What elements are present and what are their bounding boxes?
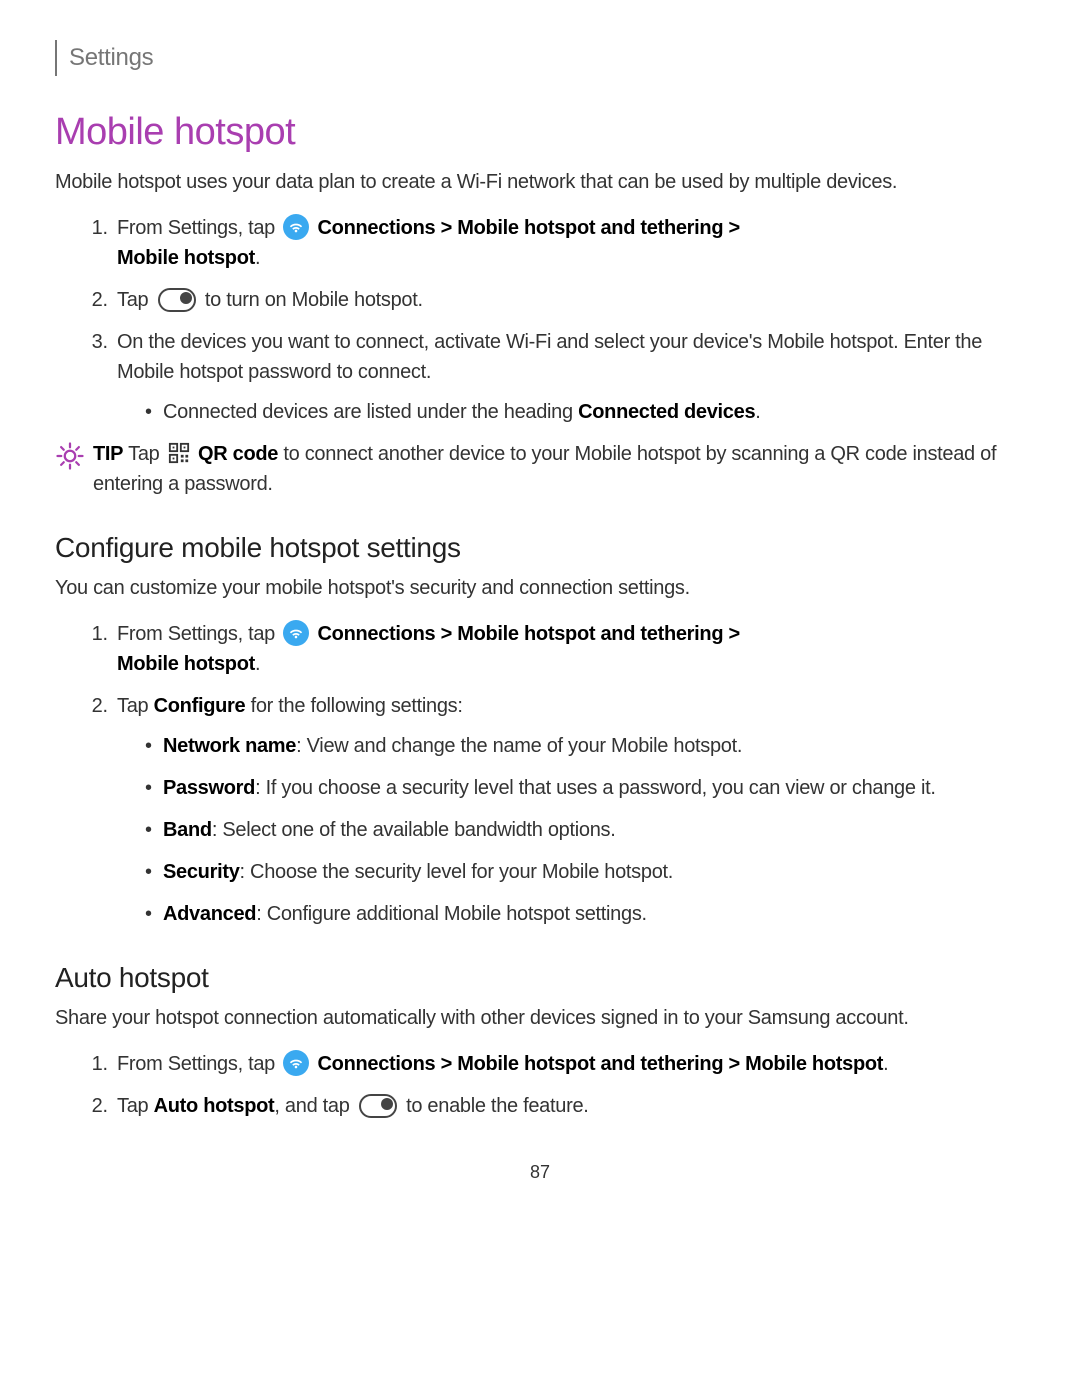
tip-label: TIP	[93, 443, 123, 465]
opt-label: Security	[163, 861, 240, 883]
qr-code-icon	[168, 442, 190, 464]
qr-label: QR code	[193, 443, 278, 465]
opt-text: : View and change the name of your Mobil…	[296, 735, 742, 757]
list-item: Advanced: Configure additional Mobile ho…	[145, 899, 1025, 929]
step-text: From Settings, tap	[117, 623, 280, 645]
opt-text: : Configure additional Mobile hotspot se…	[256, 903, 647, 925]
connections-wifi-icon	[283, 620, 309, 646]
wifi-icon	[288, 1055, 304, 1071]
nav-path: Connections > Mobile hotspot and tetheri…	[312, 1053, 883, 1075]
list-item: From Settings, tap Connections > Mobile …	[113, 1049, 1025, 1079]
step-text: Tap	[117, 695, 154, 717]
list-item: Connected devices are listed under the h…	[145, 397, 1025, 427]
list-item: From Settings, tap Connections > Mobile …	[113, 619, 1025, 679]
tip-text: TIP Tap QR code to connect another devic…	[93, 439, 1025, 499]
list-item: Tap Configure for the following settings…	[113, 691, 1025, 929]
opt-text: : Select one of the available bandwidth …	[212, 819, 616, 841]
step-text: to turn on Mobile hotspot.	[200, 289, 423, 311]
section-heading: Configure mobile hotspot settings	[55, 527, 1025, 569]
list-item: Tap to turn on Mobile hotspot.	[113, 285, 1025, 315]
list-item: On the devices you want to connect, acti…	[113, 327, 1025, 427]
bold-term: Configure	[154, 695, 246, 717]
step-text: Tap	[117, 1095, 154, 1117]
list-item: Band: Select one of the available bandwi…	[145, 815, 1025, 845]
step-text: From Settings, tap	[117, 1053, 280, 1075]
list-item: Password: If you choose a security level…	[145, 773, 1025, 803]
step-text: On the devices you want to connect, acti…	[117, 331, 982, 383]
section-intro: Share your hotspot connection automatica…	[55, 1003, 1025, 1033]
steps-list-3: From Settings, tap Connections > Mobile …	[55, 1049, 1025, 1121]
steps-list-2: From Settings, tap Connections > Mobile …	[55, 619, 1025, 929]
list-item: From Settings, tap Connections > Mobile …	[113, 213, 1025, 273]
section-intro: You can customize your mobile hotspot's …	[55, 573, 1025, 603]
connections-wifi-icon	[283, 214, 309, 240]
nav-path-end: Mobile hotspot	[117, 247, 255, 269]
breadcrumb: Settings	[55, 40, 1025, 76]
page-title: Mobile hotspot	[55, 104, 1025, 161]
options-list: Network name: View and change the name o…	[117, 731, 1025, 929]
opt-text: : Choose the security level for your Mob…	[240, 861, 674, 883]
wifi-icon	[288, 625, 304, 641]
section-heading: Auto hotspot	[55, 957, 1025, 999]
toggle-icon	[359, 1094, 397, 1118]
step-text: to enable the feature.	[401, 1095, 589, 1117]
connections-wifi-icon	[283, 1050, 309, 1076]
bold-term: Auto hotspot	[154, 1095, 275, 1117]
opt-label: Network name	[163, 735, 296, 757]
list-item: Network name: View and change the name o…	[145, 731, 1025, 761]
toggle-icon	[158, 288, 196, 312]
opt-label: Password	[163, 777, 255, 799]
step-text: From Settings, tap	[117, 217, 280, 239]
sublist: Connected devices are listed under the h…	[117, 397, 1025, 427]
steps-list-1: From Settings, tap Connections > Mobile …	[55, 213, 1025, 427]
nav-path: Connections > Mobile hotspot and tetheri…	[312, 623, 740, 645]
list-item: Tap Auto hotspot, and tap to enable the …	[113, 1091, 1025, 1121]
step-text: Tap	[117, 289, 154, 311]
opt-label: Band	[163, 819, 212, 841]
period: .	[255, 653, 260, 675]
step-text: .	[755, 401, 760, 423]
opt-label: Advanced	[163, 903, 256, 925]
list-item: Security: Choose the security level for …	[145, 857, 1025, 887]
tip-block: TIP Tap QR code to connect another devic…	[55, 439, 1025, 499]
opt-text: : If you choose a security level that us…	[255, 777, 936, 799]
intro-paragraph: Mobile hotspot uses your data plan to cr…	[55, 167, 1025, 197]
period: .	[255, 247, 260, 269]
wifi-icon	[288, 219, 304, 235]
step-text: Connected devices are listed under the h…	[163, 401, 578, 423]
period: .	[883, 1053, 888, 1075]
step-text: for the following settings:	[245, 695, 462, 717]
lightbulb-icon	[55, 441, 85, 471]
step-text: , and tap	[274, 1095, 354, 1117]
nav-path: Connections > Mobile hotspot and tetheri…	[312, 217, 740, 239]
bold-term: Connected devices	[578, 401, 755, 423]
page-number: 87	[55, 1159, 1025, 1186]
tip-pre: Tap	[123, 443, 165, 465]
nav-path-end: Mobile hotspot	[117, 653, 255, 675]
